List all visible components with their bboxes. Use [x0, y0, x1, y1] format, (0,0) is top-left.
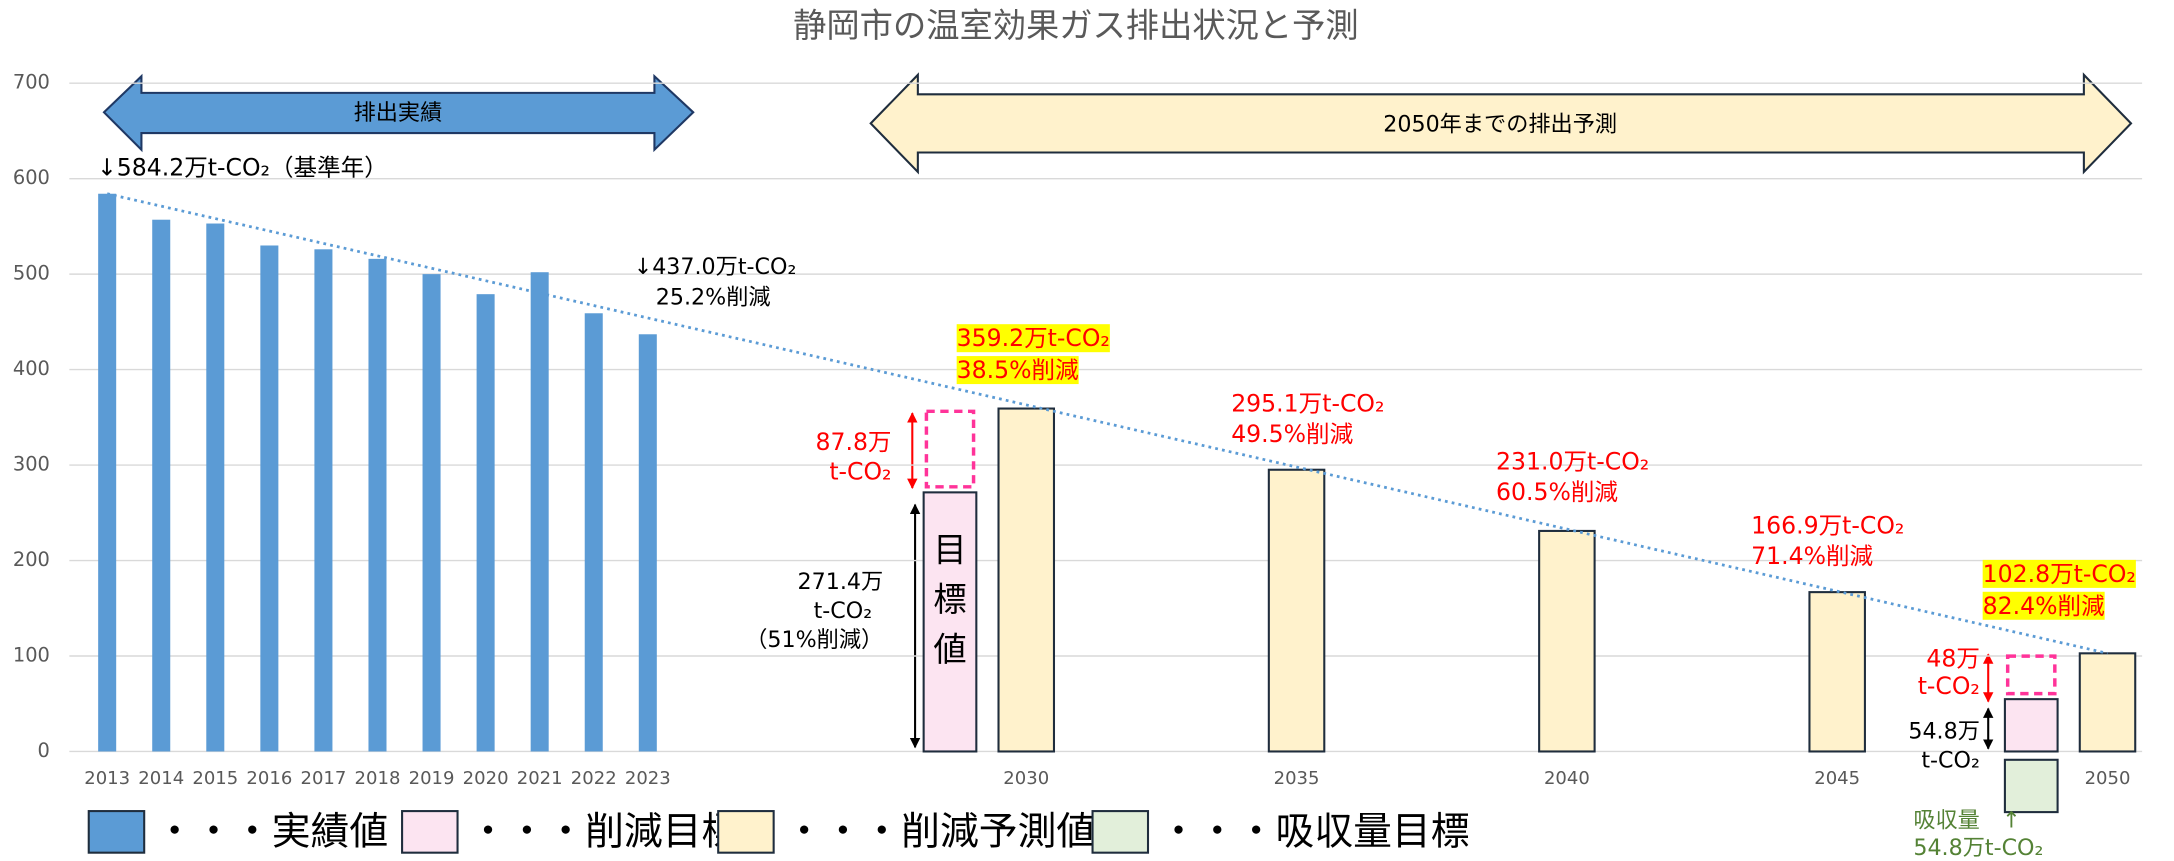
annotation: t-CO₂: [1918, 672, 1980, 700]
target-label: 標: [933, 580, 966, 619]
x-tick-label: 2018: [355, 768, 401, 789]
range-arrow: [869, 72, 2133, 175]
x-tick-label: 2050: [2085, 768, 2131, 789]
bar: [530, 272, 549, 752]
y-tick-label: 600: [13, 166, 50, 189]
annotation: t-CO₂: [1921, 748, 1980, 774]
legend-label: ・・・削減目標: [469, 809, 741, 854]
x-tick-label: 2022: [571, 768, 617, 789]
annotation: 82.4%削減: [1983, 592, 2105, 620]
y-tick-label: 200: [13, 548, 50, 571]
legend-name: 削減予測値: [901, 809, 1095, 854]
y-tick-label: 500: [13, 262, 50, 285]
bar: [152, 219, 171, 752]
y-tick-label: 700: [13, 71, 50, 94]
annotation: 38.5%削減: [957, 356, 1079, 384]
bar: [476, 294, 495, 752]
annotation: t-CO₂: [829, 457, 891, 485]
bar: [2003, 698, 2059, 753]
annotation: 102.8万t-CO₂: [1983, 560, 2136, 588]
annotation: t-CO₂: [814, 598, 873, 624]
bar: [638, 334, 657, 752]
legend-label: ・・・実績値: [155, 809, 388, 854]
annotation: 60.5%削減: [1496, 478, 1618, 506]
legend-label: ・・・削減予測値: [785, 809, 1095, 854]
bar: [422, 274, 441, 752]
bar: [997, 407, 1056, 753]
annotation-highlight: [1982, 591, 2105, 620]
x-tick-label: 2013: [84, 768, 130, 789]
annotation: 166.9万t-CO₂: [1751, 511, 1904, 539]
bar: [2078, 652, 2137, 753]
bar: [368, 258, 387, 752]
annotation: 359.2万t-CO₂: [957, 324, 1110, 352]
legend-swatch: [401, 810, 459, 854]
bar: [314, 249, 333, 752]
legend-separator: ・・・: [1159, 809, 1275, 854]
range-label: 排出実績: [354, 100, 443, 126]
annotation: 87.8万: [815, 428, 891, 456]
legend-swatch: [1091, 810, 1150, 854]
y-tick-label: 300: [13, 453, 50, 476]
range-arrow: [102, 73, 695, 153]
y-tick-label: 0: [38, 739, 50, 762]
annotation: 吸収量 ↑: [1913, 807, 2020, 833]
bar: [1267, 468, 1326, 753]
bar: [2003, 758, 2059, 814]
bar: [260, 245, 279, 752]
x-tick-label: 2019: [409, 768, 455, 789]
x-tick-label: 2017: [300, 768, 346, 789]
legend-separator: ・・・: [469, 809, 585, 854]
chart-title: 静岡市の温室効果ガス排出状況と予測: [793, 6, 1359, 45]
legend-label: ・・・吸収量目標: [1159, 809, 1470, 854]
annotation: 54.8万: [1908, 719, 1980, 745]
annotation-highlight: [956, 324, 1110, 353]
reduction-gap: [924, 409, 976, 489]
x-tick-label: 2021: [517, 768, 563, 789]
x-tick-label: 2015: [192, 768, 238, 789]
legend-name: 実績値: [272, 809, 388, 854]
annotation: 71.4%削減: [1751, 542, 1873, 570]
annotation: 231.0万t-CO₂: [1496, 448, 1649, 476]
x-tick-label: 2020: [463, 768, 509, 789]
legend-name: 吸収量目標: [1276, 809, 1470, 854]
annotation: 25.2%削減: [656, 285, 771, 311]
bar: [584, 313, 603, 752]
annotation: 48万: [1926, 644, 1980, 672]
annotation: 295.1万t-CO₂: [1231, 389, 1384, 417]
x-tick-label: 2023: [625, 768, 671, 789]
annotation: 49.5%削減: [1231, 420, 1353, 448]
target-label: 目: [933, 530, 966, 569]
x-tick-label: 2014: [138, 768, 184, 789]
x-tick-label: 2035: [1274, 768, 1320, 789]
reduction-gap: [2005, 654, 2057, 696]
bar: [1808, 591, 1866, 753]
annotation: 54.8万t-CO₂: [1913, 835, 2043, 861]
range-label: 2050年までの排出予測: [1383, 111, 1617, 137]
x-tick-label: 2030: [1003, 768, 1049, 789]
bar: [1538, 529, 1596, 753]
legend-separator: ・・・: [785, 809, 901, 854]
legend-name: 削減目標: [585, 809, 740, 854]
legend-swatch: [87, 810, 146, 854]
annotation-highlight: [1982, 559, 2136, 588]
x-tick-label: 2045: [1814, 768, 1860, 789]
x-tick-label: 2040: [1544, 768, 1590, 789]
bar: [206, 223, 225, 752]
x-tick-label: 2016: [246, 768, 292, 789]
bar: [922, 491, 978, 753]
annotation-highlight: [956, 356, 1079, 385]
y-tick-label: 100: [13, 644, 50, 667]
annotation: 271.4万: [798, 569, 884, 595]
target-label: 値: [933, 630, 966, 669]
y-tick-label: 400: [13, 357, 50, 380]
annotation: （51%削減）: [745, 627, 883, 653]
bar: [98, 193, 117, 752]
legend-separator: ・・・: [155, 809, 271, 854]
annotation: ↓437.0万t-CO₂: [634, 254, 797, 280]
legend-swatch: [717, 810, 775, 854]
trend-line: [106, 192, 2108, 655]
annotation: ↓584.2万t-CO₂（基準年）: [97, 154, 388, 182]
